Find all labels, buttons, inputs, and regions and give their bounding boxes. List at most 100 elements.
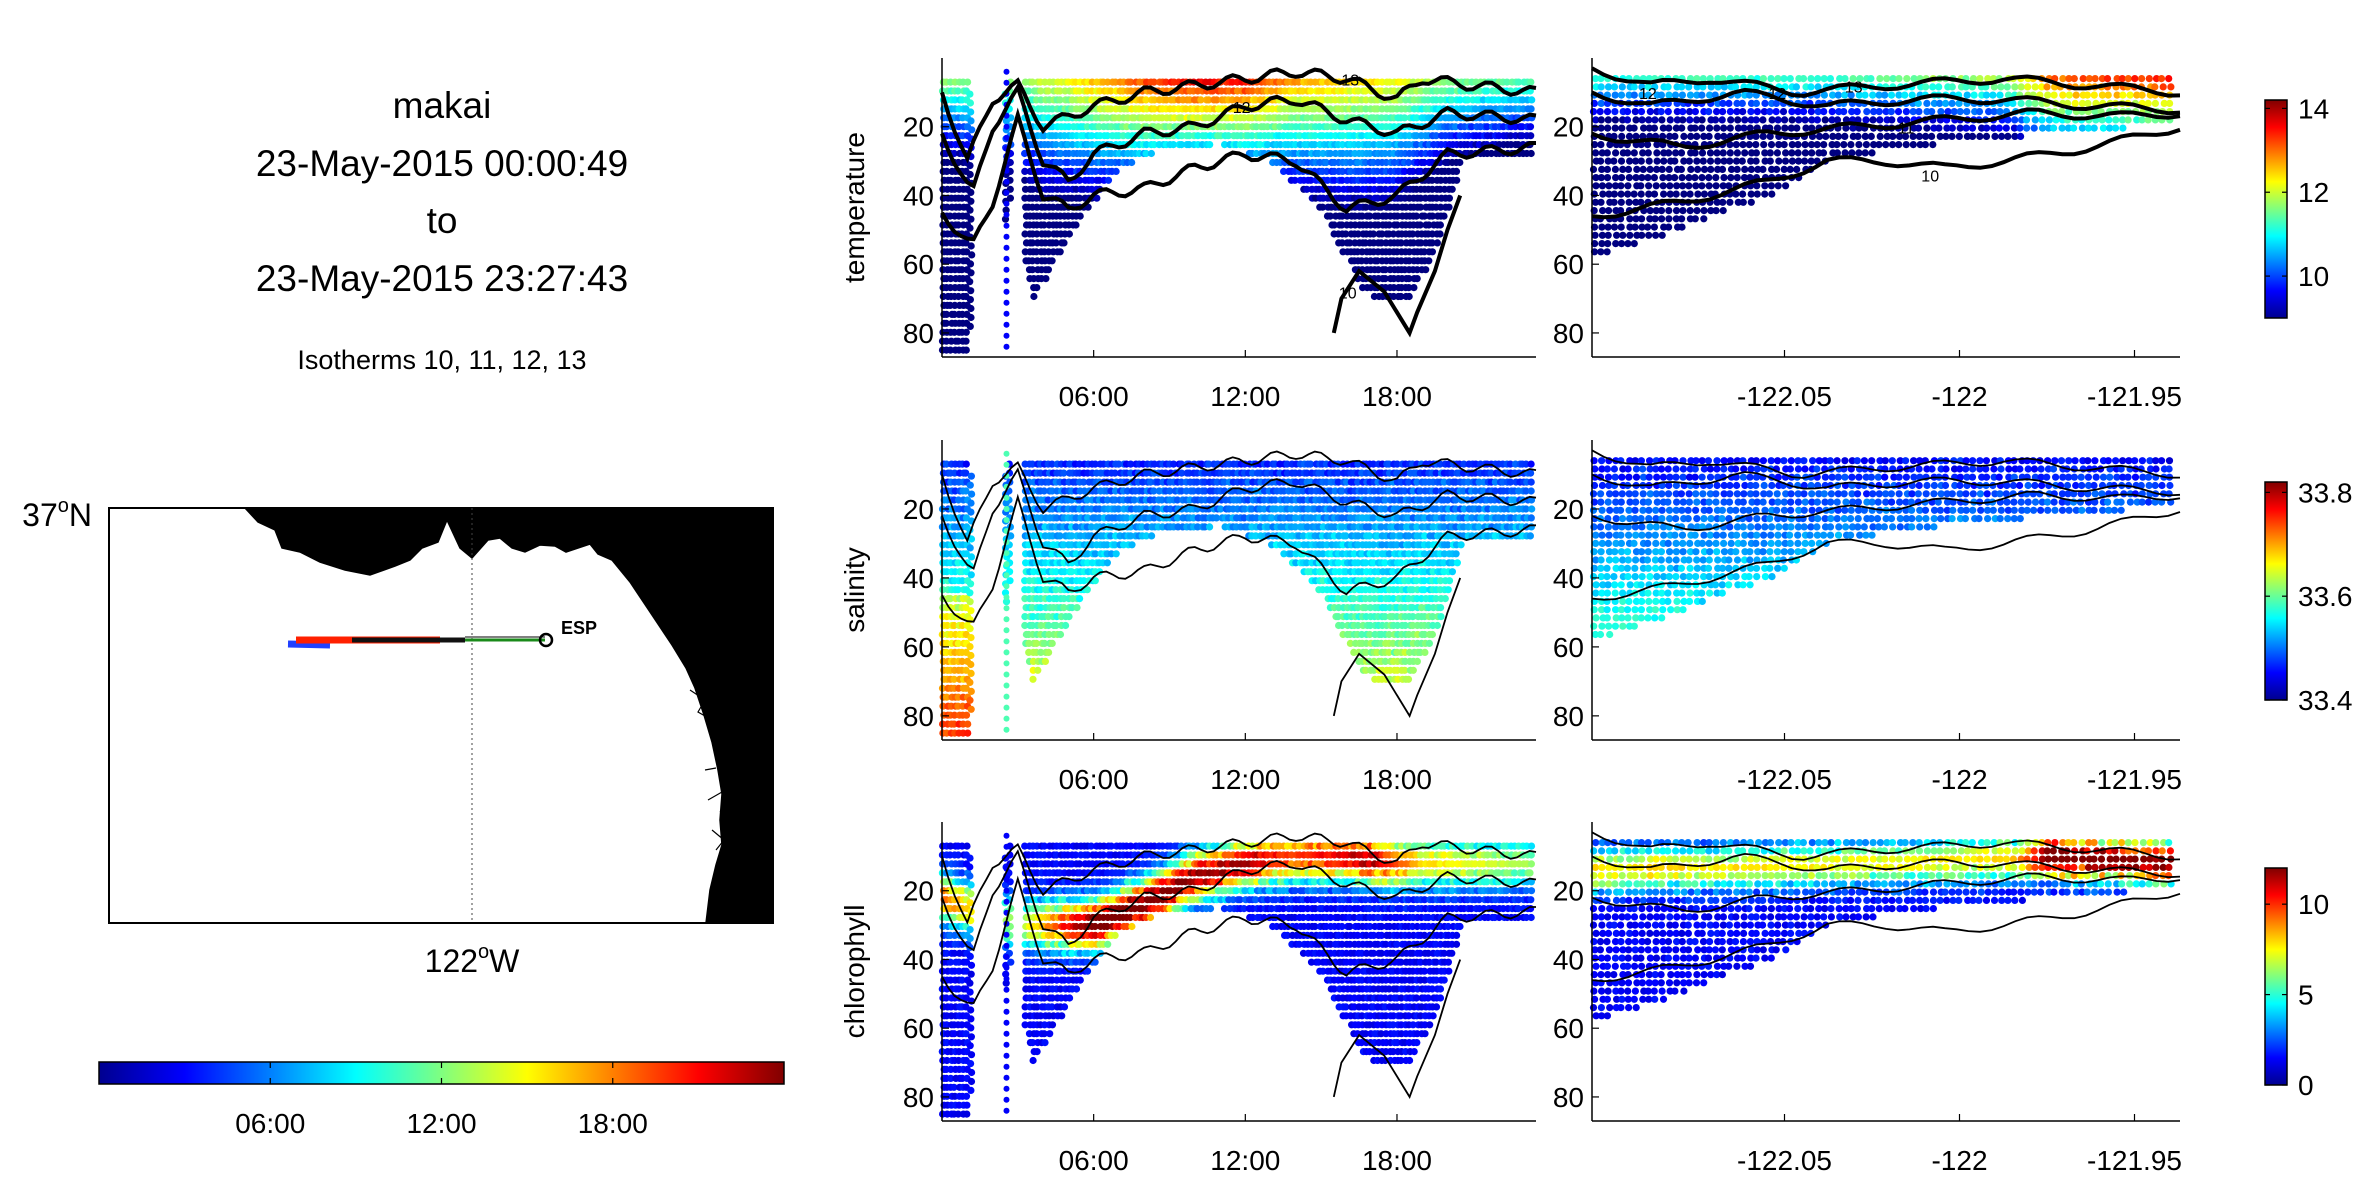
data-point (1610, 223, 1619, 231)
data-point (966, 99, 975, 107)
data-point (967, 188, 975, 196)
data-point (1712, 182, 1720, 190)
data-point (1610, 198, 1618, 206)
data-point (1752, 157, 1760, 165)
data-point (1618, 124, 1626, 132)
data-point (1752, 99, 1760, 107)
data-point (2104, 91, 2112, 99)
data-point (2144, 99, 2152, 107)
data-point (1624, 182, 1632, 190)
data-point (1753, 182, 1761, 190)
data-point (1650, 174, 1658, 182)
data-point (1786, 75, 1794, 83)
data-point (1895, 141, 1903, 149)
coast-detail (689, 689, 731, 851)
y-tick-label: 80 (1553, 318, 1584, 349)
data-point (1045, 648, 1053, 657)
data-point (967, 117, 975, 125)
contour-label: 13 (1845, 79, 1863, 96)
data-point (1003, 332, 1010, 339)
data-point (1646, 108, 1654, 116)
data-point (968, 126, 976, 134)
data-point (1678, 124, 1686, 132)
data-point (1739, 141, 1747, 149)
data-point (1699, 157, 1707, 165)
data-point (1887, 108, 1895, 116)
data-point (1021, 167, 1029, 175)
data-point (967, 571, 975, 579)
start-time: 23-May-2015 00:00:49 (256, 143, 628, 184)
data-point (958, 266, 966, 274)
data-point (1618, 83, 1626, 91)
data-point (1693, 207, 1701, 215)
data-point (1772, 108, 1780, 116)
data-point (1528, 96, 1536, 104)
data-point (1894, 108, 1903, 116)
to-word: to (427, 200, 458, 241)
data-point (1821, 116, 1829, 124)
data-point (1206, 141, 1214, 149)
data-point (1678, 83, 1686, 91)
data-point (2031, 116, 2039, 124)
data-point (2011, 116, 2019, 124)
data-point (1658, 215, 1666, 223)
data-point (1653, 149, 1661, 157)
data-point (966, 90, 974, 98)
data-point (1686, 190, 1694, 198)
data-point (1726, 108, 1734, 116)
data-point (1779, 108, 1788, 116)
data-point (2003, 83, 2011, 91)
data-point (1733, 149, 1741, 157)
data-point (1646, 165, 1654, 173)
data-point (1875, 141, 1883, 149)
data-point (1033, 284, 1041, 292)
data-point (967, 508, 975, 516)
data-point (1678, 223, 1686, 231)
data-point (967, 313, 975, 322)
data-point (1921, 141, 1929, 149)
data-point (1604, 223, 1612, 231)
data-point (1028, 266, 1036, 274)
data-point (2058, 124, 2066, 132)
data-point (1611, 91, 1619, 99)
data-point (1734, 116, 1742, 124)
data-point (954, 87, 962, 95)
data-point (1029, 675, 1037, 683)
data-point (1727, 174, 1735, 182)
data-point (1404, 675, 1413, 683)
lat-degree: o (58, 495, 69, 517)
data-point (1665, 223, 1673, 231)
data-point (1759, 165, 1767, 173)
data-point (1003, 299, 1010, 306)
data-point (1753, 190, 1761, 198)
data-point (1679, 207, 1687, 215)
data-point (1982, 91, 1991, 99)
data-point (1773, 149, 1781, 157)
data-point (1672, 207, 1681, 215)
data-point (1660, 157, 1668, 165)
data-point (1881, 91, 1889, 99)
data-point (1425, 257, 1433, 265)
data-point (1773, 165, 1781, 173)
data-point (2016, 124, 2024, 132)
data-point (966, 678, 974, 687)
data-point (1030, 292, 1038, 301)
data-point (1686, 207, 1694, 215)
data-point (1610, 83, 1619, 91)
data-point (2023, 124, 2031, 132)
data-point (2017, 99, 2025, 107)
data-point (2022, 116, 2031, 124)
data-point (1630, 83, 1638, 91)
data-point (1073, 604, 1081, 612)
isotherms-note: Isotherms 10, 11, 12, 13 (297, 345, 586, 375)
colorbar-tick-label: 10 (2298, 261, 2329, 292)
data-point (1680, 132, 1688, 140)
data-point (1793, 124, 1801, 132)
data-point (1626, 231, 1634, 239)
data-point (1611, 108, 1619, 116)
data-point (1732, 141, 1740, 149)
data-point (2105, 116, 2113, 124)
data-point (1901, 91, 1909, 99)
data-point (1698, 91, 1706, 99)
data-point (1788, 149, 1796, 157)
